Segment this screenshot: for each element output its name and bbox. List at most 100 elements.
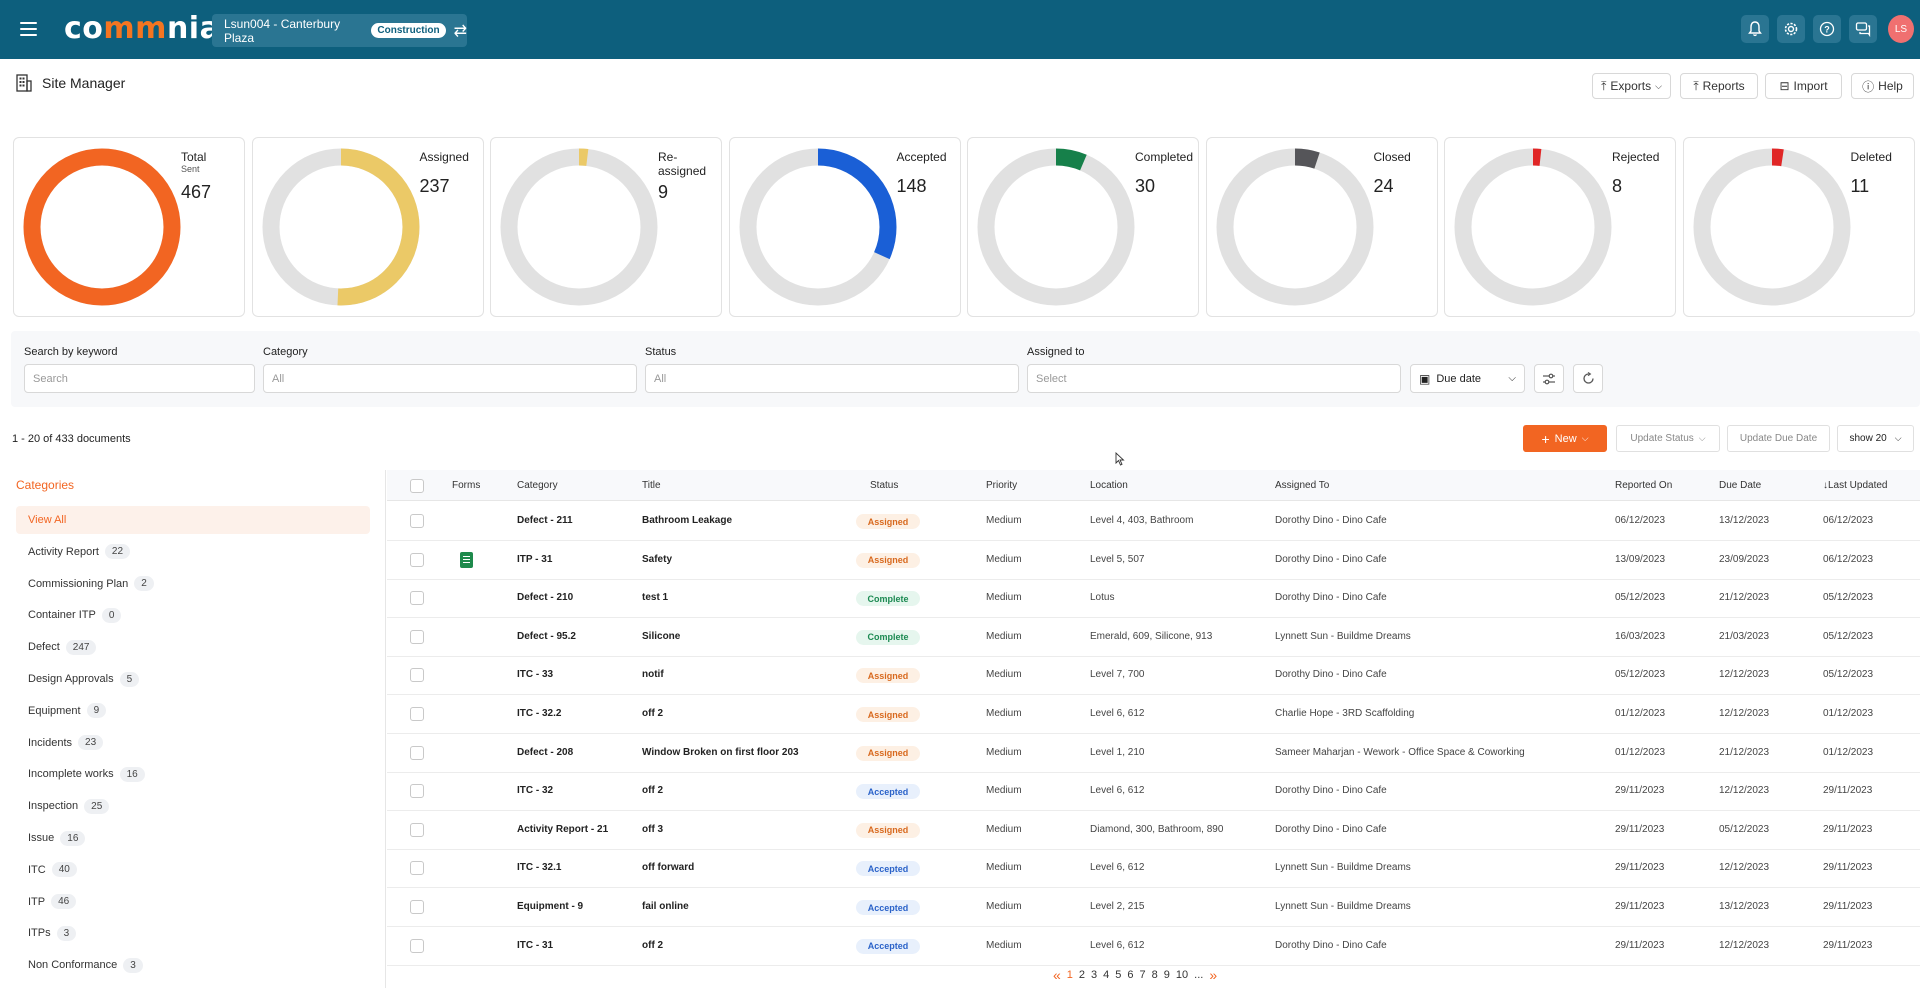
stat-card[interactable]: Accepted 148 <box>728 137 961 317</box>
stat-card[interactable]: Assigned 237 <box>251 137 484 317</box>
table-row[interactable] <box>387 734 1920 773</box>
cell-title[interactable]: notif <box>642 669 664 681</box>
sidebar-item-category[interactable]: ITPs 3 <box>16 919 370 947</box>
col-title[interactable]: Title <box>642 480 661 491</box>
sidebar-item-category[interactable]: ITP 46 <box>16 888 370 916</box>
update-status-button[interactable]: Update Status ⌵ <box>1616 425 1720 452</box>
col-forms[interactable]: Forms <box>452 480 481 491</box>
cell-category[interactable]: Defect - 95.2 <box>517 630 576 642</box>
sidebar-item-category[interactable]: Defect 247 <box>16 633 370 661</box>
cell-title[interactable]: off 3 <box>642 823 664 835</box>
new-button[interactable]: + New ⌵ <box>1523 425 1607 452</box>
table-row[interactable] <box>387 888 1920 927</box>
stat-card[interactable]: Total Sent 467 <box>13 137 245 317</box>
table-row[interactable] <box>387 772 1920 812</box>
next-page-icon[interactable]: » <box>1209 967 1218 983</box>
cell-category[interactable]: Defect - 208 <box>517 746 574 758</box>
cell-title[interactable]: off 2 <box>642 708 664 719</box>
gear-icon[interactable] <box>1777 15 1805 43</box>
row-checkbox[interactable] <box>410 629 424 644</box>
stat-card[interactable]: Rejected 8 <box>1444 137 1676 317</box>
table-row[interactable] <box>387 541 1920 580</box>
filter-settings-icon[interactable] <box>1534 364 1564 393</box>
table-row[interactable] <box>387 656 1920 696</box>
col-category[interactable]: Category <box>517 480 558 491</box>
stat-card[interactable]: Closed 24 <box>1205 137 1438 317</box>
page-number[interactable]: 7 <box>1139 969 1146 981</box>
form-document-icon[interactable] <box>460 551 473 568</box>
page-number[interactable]: 2 <box>1078 969 1086 981</box>
page-number[interactable]: 1 <box>1066 969 1073 981</box>
sidebar-item-category[interactable]: Incomplete works 16 <box>16 760 370 788</box>
row-checkbox[interactable] <box>410 707 424 721</box>
page-number[interactable]: 8 <box>1151 969 1158 981</box>
sidebar-item-category[interactable]: Equipment 9 <box>16 697 370 725</box>
assigned-select[interactable]: Select <box>1027 364 1401 393</box>
col-reported-on[interactable]: Reported On <box>1615 480 1673 491</box>
sidebar-item-category[interactable]: Non Conformance 3 <box>16 951 370 979</box>
cell-category[interactable]: ITC - 32 <box>517 785 554 797</box>
cell-category[interactable]: ITP - 31 <box>517 553 553 565</box>
update-due-date-button[interactable]: Update Due Date <box>1727 425 1830 452</box>
sidebar-item-category[interactable]: View All <box>16 506 370 534</box>
row-checkbox[interactable] <box>410 900 424 914</box>
cell-category[interactable]: ITC - 32.1 <box>517 862 562 874</box>
table-row[interactable] <box>387 849 1920 889</box>
cell-category[interactable]: Activity Report - 21 <box>517 823 609 835</box>
status-select[interactable]: All <box>645 364 1019 393</box>
cell-category[interactable]: Defect - 211 <box>517 515 573 526</box>
cell-title[interactable]: Bathroom Leakage <box>642 515 733 526</box>
table-row[interactable] <box>387 579 1920 619</box>
page-number[interactable]: 4 <box>1103 969 1110 981</box>
cell-title[interactable]: off 2 <box>642 785 664 797</box>
row-checkbox[interactable] <box>410 591 424 606</box>
row-checkbox[interactable] <box>410 938 424 953</box>
col-location[interactable]: Location <box>1090 480 1128 491</box>
table-row[interactable] <box>387 927 1920 966</box>
sidebar-item-category[interactable]: Activity Report 22 <box>16 538 370 566</box>
cell-title[interactable]: Window Broken on first floor 203 <box>642 746 799 758</box>
col-due-date[interactable]: Due Date <box>1719 480 1762 491</box>
page-ellipsis[interactable]: ... <box>1194 969 1204 981</box>
col-status[interactable]: Status <box>870 480 899 491</box>
row-checkbox[interactable] <box>410 552 424 567</box>
help-button[interactable]: ⓘ Help <box>1851 73 1914 99</box>
cell-title[interactable]: Silicone <box>642 630 681 642</box>
sidebar-item-category[interactable]: Inspection 25 <box>16 792 370 820</box>
sidebar-item-category[interactable]: Design Approvals 5 <box>16 665 370 693</box>
row-checkbox[interactable] <box>410 668 424 683</box>
cell-category[interactable]: Defect - 210 <box>517 592 574 604</box>
sidebar-item-category[interactable]: Incidents 23 <box>16 729 370 757</box>
row-checkbox[interactable] <box>410 822 424 837</box>
page-number[interactable]: 6 <box>1127 969 1134 981</box>
help-icon[interactable]: ? <box>1813 15 1841 43</box>
import-button[interactable]: ⊟ Import <box>1765 73 1842 99</box>
page-number[interactable]: 10 <box>1175 969 1189 981</box>
stat-card[interactable]: Deleted 11 <box>1682 137 1915 317</box>
exports-button[interactable]: ⤒ Exports ⌵ <box>1592 73 1671 99</box>
sidebar-item-category[interactable]: Container ITP 0 <box>16 601 370 629</box>
due-date-select[interactable]: ▣ Due date ⌵ <box>1410 364 1525 393</box>
reports-button[interactable]: ⤒ Reports <box>1680 73 1758 99</box>
cell-category[interactable]: ITC - 32.2 <box>517 708 562 719</box>
stat-card[interactable]: Completed 30 <box>967 137 1199 317</box>
row-checkbox[interactable] <box>410 745 424 760</box>
app-logo[interactable]: commnia <box>64 12 220 46</box>
page-number[interactable]: 5 <box>1115 969 1122 981</box>
bell-icon[interactable] <box>1741 15 1769 43</box>
page-number[interactable]: 3 <box>1091 969 1098 981</box>
row-checkbox[interactable] <box>410 861 424 876</box>
col-assigned-to[interactable]: Assigned To <box>1275 480 1330 491</box>
user-avatar[interactable]: LS <box>1888 15 1914 43</box>
table-row[interactable] <box>387 502 1920 541</box>
row-checkbox[interactable] <box>410 514 424 528</box>
cell-title[interactable]: fail online <box>642 901 689 912</box>
page-size-select[interactable]: show 20 ⌵ <box>1837 425 1914 452</box>
prev-page-icon[interactable]: « <box>1053 967 1061 983</box>
col-last-updated[interactable]: ↓Last Updated <box>1823 480 1888 491</box>
cell-category[interactable]: ITC - 31 <box>517 939 554 951</box>
sidebar-item-category[interactable]: ITC 40 <box>16 856 370 884</box>
table-row[interactable] <box>387 618 1920 657</box>
cell-category[interactable]: Equipment - 9 <box>517 901 584 912</box>
stat-card[interactable]: Re-assigned 9 <box>490 137 722 317</box>
